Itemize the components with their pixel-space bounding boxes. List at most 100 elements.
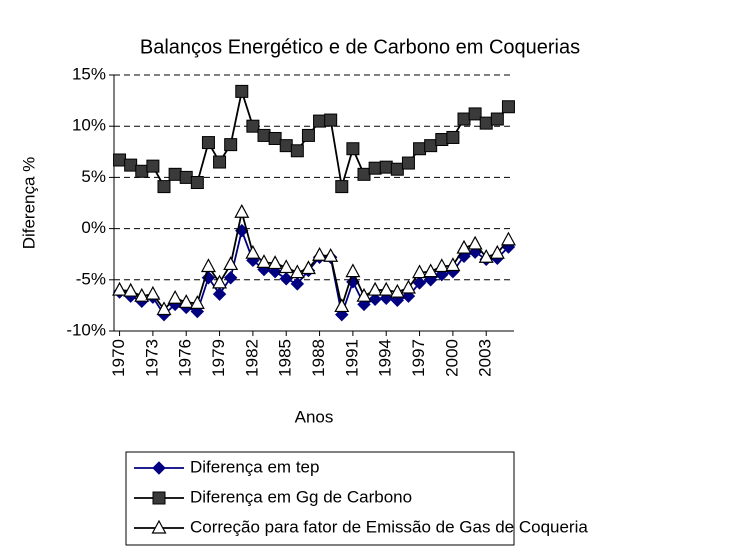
data-point — [300, 260, 316, 275]
data-point — [389, 283, 405, 298]
data-point — [446, 130, 460, 144]
data-point — [124, 158, 138, 172]
data-point — [301, 128, 315, 142]
data-point — [478, 249, 494, 263]
data-point — [179, 170, 193, 184]
y-tick-label: -5% — [76, 269, 106, 288]
data-point — [490, 112, 504, 126]
data-point — [189, 295, 205, 309]
data-point — [279, 139, 293, 153]
data-point — [334, 298, 350, 313]
x-tick-label: 1985 — [276, 339, 295, 377]
data-point — [190, 176, 204, 190]
data-point — [378, 281, 394, 296]
x-tick-label: 1979 — [209, 339, 228, 377]
data-point — [456, 239, 472, 254]
data-point — [167, 289, 183, 304]
data-point — [390, 162, 404, 176]
data-point — [257, 128, 271, 142]
data-point — [479, 116, 493, 130]
data-point — [401, 156, 415, 170]
data-point — [224, 138, 238, 152]
data-point — [256, 254, 272, 268]
data-point — [156, 301, 172, 316]
data-point — [323, 247, 339, 262]
x-tick-label: 1970 — [109, 339, 128, 377]
legend-label: Diferença em tep — [190, 457, 319, 476]
data-point — [201, 136, 215, 150]
data-point — [146, 159, 160, 173]
data-point — [423, 263, 439, 278]
y-tick-label: 15% — [72, 64, 106, 83]
data-point — [157, 180, 171, 194]
data-point — [213, 155, 227, 169]
data-point — [212, 274, 228, 289]
x-tick-label: 1997 — [409, 339, 428, 377]
data-point — [346, 142, 360, 156]
data-point — [245, 244, 261, 259]
x-tick-label: 2000 — [442, 339, 461, 377]
data-point — [200, 258, 216, 273]
y-tick-label: 0% — [81, 218, 106, 237]
data-point — [435, 133, 449, 147]
data-point — [113, 153, 127, 167]
data-point — [268, 131, 282, 145]
data-point — [356, 287, 372, 302]
data-point — [290, 144, 304, 158]
x-tick-label: 1994 — [376, 339, 395, 377]
data-point — [489, 244, 505, 259]
legend-box — [125, 451, 515, 546]
data-point — [279, 272, 293, 286]
data-point — [345, 263, 361, 278]
data-point — [123, 282, 139, 297]
x-tick-label: 1988 — [309, 339, 328, 377]
data-point — [168, 167, 182, 181]
data-point — [468, 107, 482, 121]
x-tick-label: 1991 — [342, 339, 361, 377]
data-point — [278, 259, 294, 274]
data-point — [312, 246, 328, 261]
legend-label: Diferença em Gg de Carbono — [190, 487, 412, 506]
x-tick-label: 1976 — [176, 339, 195, 377]
legend-marker — [152, 461, 166, 475]
legend-marker — [152, 491, 166, 505]
data-point — [134, 287, 150, 302]
data-point — [223, 256, 239, 271]
data-point — [400, 279, 416, 294]
data-point — [445, 257, 461, 272]
y-axis-label: Diferença % — [19, 157, 38, 250]
data-point — [223, 271, 238, 285]
series-line — [119, 211, 510, 311]
data-point — [357, 167, 371, 181]
x-tick-label: 1973 — [142, 339, 161, 377]
data-point — [424, 139, 438, 153]
x-tick-label: 2003 — [476, 339, 495, 377]
data-point — [368, 161, 382, 175]
legend-label: Correção para fator de Emissão de Gas de… — [190, 517, 588, 536]
data-point — [313, 114, 327, 128]
data-point — [413, 142, 427, 156]
y-tick-label: 10% — [72, 116, 106, 135]
data-point — [335, 180, 349, 194]
data-point — [500, 231, 516, 246]
chart-title: Balanços Energético e de Carbono em Coqu… — [140, 36, 580, 58]
legend-marker — [151, 519, 167, 534]
data-point — [212, 287, 227, 301]
data-point — [412, 264, 428, 279]
data-point — [267, 255, 283, 270]
data-point — [145, 285, 161, 300]
data-point — [412, 276, 427, 290]
data-point — [234, 203, 250, 218]
data-point — [178, 294, 194, 308]
data-point — [368, 292, 382, 306]
data-point — [290, 277, 305, 291]
data-point — [467, 235, 483, 250]
data-point — [235, 84, 249, 98]
data-point — [379, 160, 393, 174]
data-point — [289, 264, 305, 279]
data-point — [135, 164, 149, 178]
data-point — [246, 119, 260, 133]
data-point — [112, 281, 128, 296]
data-point — [367, 281, 383, 296]
